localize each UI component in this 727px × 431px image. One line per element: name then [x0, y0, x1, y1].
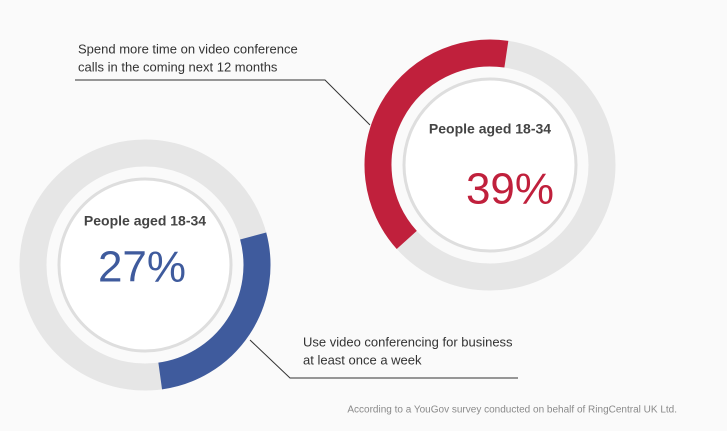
leader-line — [249, 339, 518, 379]
donut-arc — [158, 232, 271, 390]
inner-ring — [57, 177, 233, 353]
annotation: Spend more time on video conference — [78, 41, 298, 56]
value-label: 39% — [466, 165, 554, 214]
footnote: According to a YouGov survey conducted o… — [347, 405, 677, 416]
donut-title: People aged 18-34 — [429, 121, 551, 137]
annotation: at least once a week — [303, 352, 422, 367]
donut-arc — [364, 39, 509, 249]
annotation: Use video conferencing for business — [303, 334, 513, 349]
donut-title: People aged 18-34 — [84, 213, 206, 229]
value-label: 27% — [98, 243, 186, 292]
annotation: calls in the coming next 12 months — [78, 59, 278, 74]
leader-line — [75, 79, 371, 126]
inner-ring — [402, 77, 578, 253]
